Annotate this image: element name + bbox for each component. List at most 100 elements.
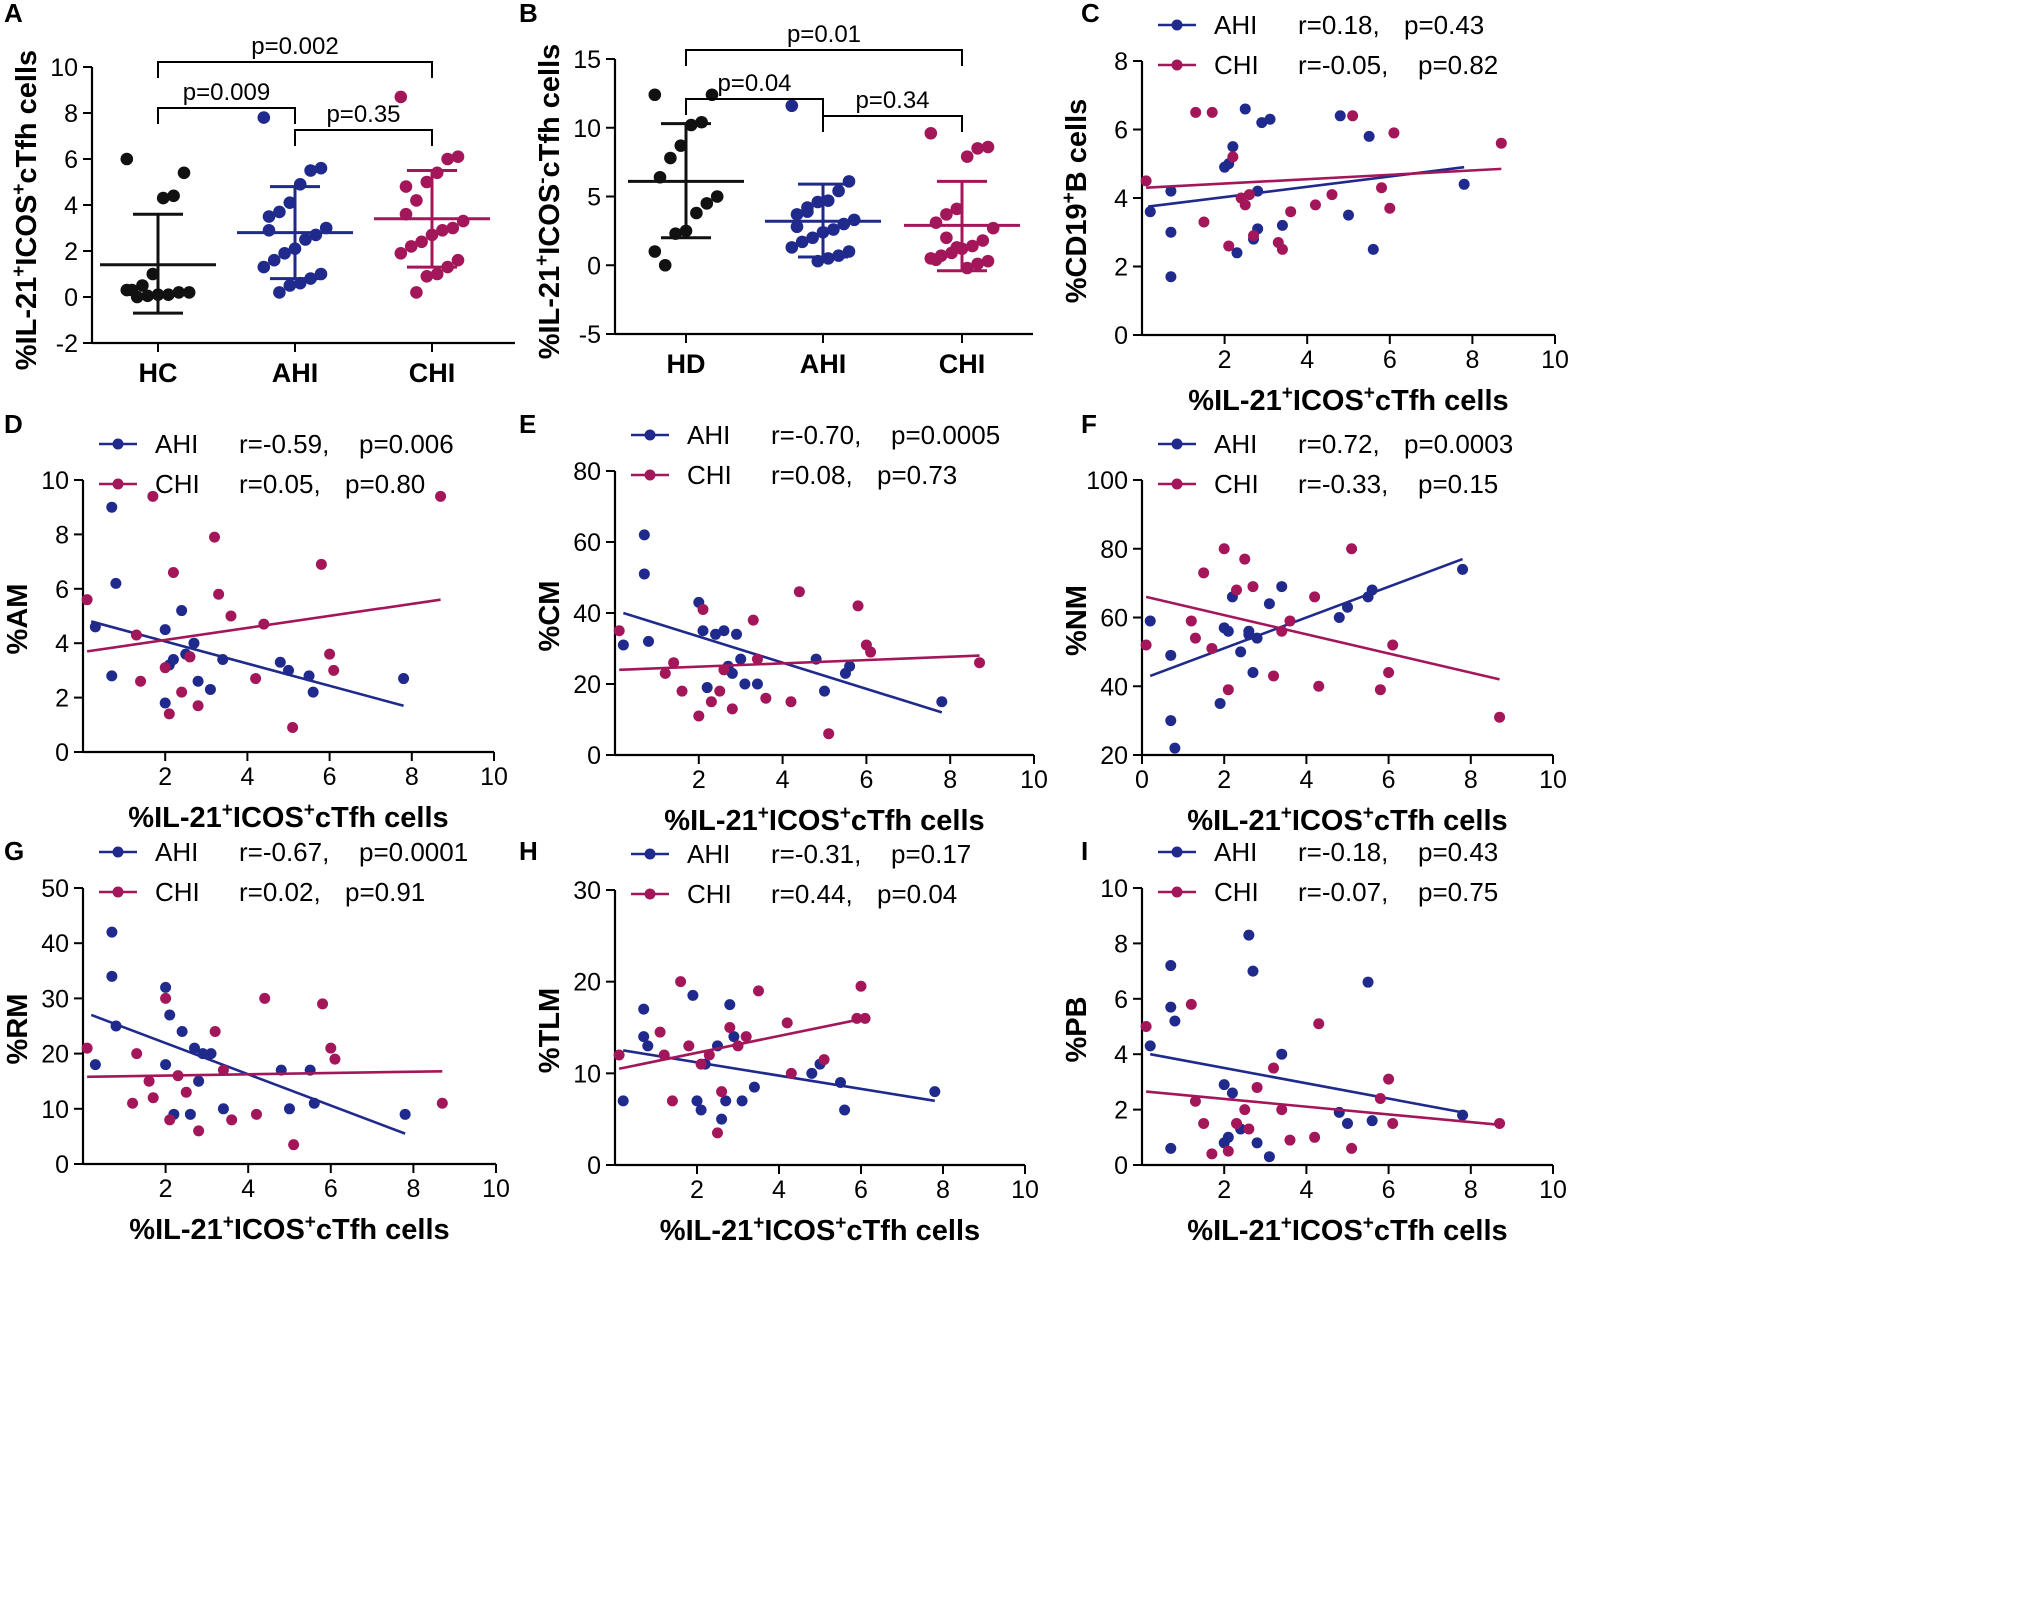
data-point [981,140,995,154]
data-point [81,1042,93,1054]
x-tick-label: 2 [1217,766,1231,794]
data-point [1218,543,1230,555]
y-tick-label: 15 [573,46,601,74]
series-chi [613,976,871,1139]
x-tick-label: 4 [1299,1176,1313,1204]
data-point [1214,697,1226,709]
data-point [135,675,147,687]
data-point [1387,1117,1399,1129]
data-point [710,190,724,203]
data-point [141,289,154,303]
regression-line [1145,595,1500,681]
data-point [1165,960,1177,972]
legend-p-value: p=0.0001 [359,837,468,867]
x-tick-label: 2 [159,1175,173,1203]
panel-letter: G [4,836,24,866]
panel-letter: F [1081,409,1097,439]
x-tick-label: 2 [690,1176,704,1204]
x-axis-title-part: ICOS [233,802,304,834]
data-point [693,710,705,722]
panel-letter: D [4,409,23,439]
data-point [697,625,709,637]
data-point [823,728,835,740]
data-point [283,196,297,209]
x-axis-title-part: + [304,800,315,821]
series-ahi [617,529,948,714]
data-point [182,286,196,299]
y-tick-label: 10 [41,467,69,495]
data-point [1222,1145,1234,1157]
y-tick-label: 60 [573,529,601,557]
data-point [1333,612,1345,623]
data-point [1165,649,1177,661]
data-point [924,126,938,140]
data-point [1309,1131,1321,1143]
regression-line [1146,167,1502,190]
data-point [1457,563,1469,575]
legend-name: CHI [687,879,732,909]
legend-p-value: p=0.82 [1418,50,1498,80]
y-tick-label: 80 [573,458,601,486]
legend-entry: CHI r=-0.33, p=0.15 [1158,469,1498,499]
data-point [726,703,738,715]
data-point [811,195,825,209]
legend-entry: AHI r=0.18, p=0.43 [1158,10,1484,40]
data-point [760,692,772,704]
data-point [1366,1115,1378,1127]
data-point [695,1058,707,1070]
x-axis-title-part: %IL-21 [1187,805,1280,837]
data-point [638,568,650,580]
regression-line [1149,1052,1463,1114]
legend-r-value: r=-0.59, [239,429,329,459]
data-point [273,286,286,299]
data-point [712,1127,723,1139]
x-axis-title: %IL-21+ICOS+cTfh cells [1187,803,1507,837]
series-ahi [617,989,941,1125]
category-label: AHI [800,349,847,379]
y-tick-label: -2 [56,330,78,358]
series-ahi [1144,929,1469,1163]
y-tick-label: 0 [587,252,601,280]
data-point [718,625,730,637]
y-tick-label: 20 [573,671,601,699]
comparison-bracket [685,98,824,115]
data-point [131,1048,143,1060]
data-point [1235,646,1247,658]
x-axis-title-part: + [835,1213,846,1234]
data-point [781,1017,793,1029]
y-axis-title-part: %IL-21 [534,266,566,359]
series-chi [1140,998,1506,1160]
legend-marker [112,438,124,450]
legend-p-value: p=0.91 [345,877,425,907]
data-point [1387,639,1399,651]
data-point [1198,216,1210,228]
data-point [394,90,408,104]
data-point [613,1049,625,1061]
x-tick-label: 8 [406,1175,420,1203]
data-point [217,1064,229,1076]
series-ahi [89,926,411,1135]
data-point [394,247,408,260]
x-tick-label: 8 [943,766,957,794]
y-axis-title-part: %NM [1061,585,1093,656]
y-tick-label: 0 [1114,322,1128,350]
legend-r-value: r=0.05, [239,469,321,499]
data-point [1218,1079,1230,1091]
data-point [1494,1117,1506,1129]
data-point [691,1095,703,1107]
data-point [701,682,713,694]
y-tick-label: 20 [1100,742,1128,770]
data-point [1374,684,1386,696]
x-tick-label: 0 [1135,766,1149,794]
x-axis-title-part: %IL-21 [1187,1215,1280,1247]
legend-r-value: r=0.02, [239,877,321,907]
legend-p-value: p=0.75 [1418,877,1498,907]
data-point [1326,189,1338,201]
x-axis-title: %IL-21+ICOS+cTfh cells [660,1213,980,1247]
p-value-label: p=0.01 [787,21,861,48]
data-point [1309,591,1321,603]
y-tick-label: 6 [1114,117,1128,145]
y-tick-label: 8 [1114,930,1128,958]
x-axis-title-part: cTfh cells [316,1214,450,1246]
